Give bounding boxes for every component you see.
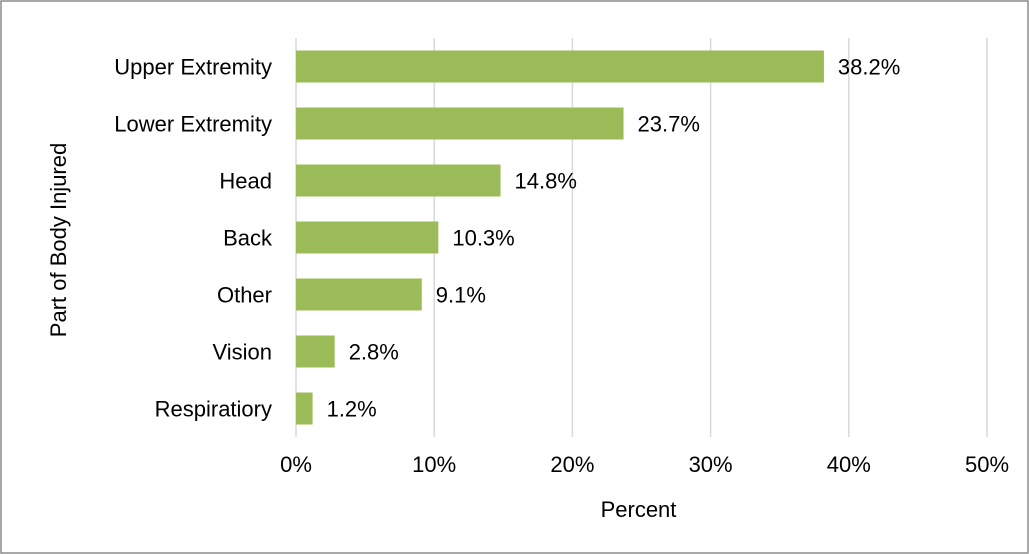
- x-tick-label: 20%: [550, 452, 594, 477]
- data-labels: 38.2% 23.7% 14.8% 10.3% 9.1% 2.8% 1.2%: [327, 55, 901, 422]
- gridlines: [295, 38, 988, 437]
- bar: [296, 278, 422, 311]
- bar: [296, 107, 624, 140]
- bars: [296, 50, 824, 425]
- x-tick-label: 0%: [280, 452, 312, 477]
- bar: [296, 221, 439, 254]
- category-label: Upper Extremity: [114, 55, 272, 80]
- x-tick-label: 50%: [965, 452, 1009, 477]
- x-axis-title: Percent: [601, 497, 677, 522]
- data-label: 2.8%: [349, 340, 399, 365]
- data-label: 10.3%: [452, 226, 514, 251]
- bar: [296, 164, 501, 197]
- category-label: Respiratiory: [155, 397, 272, 422]
- bar: [296, 335, 335, 368]
- bar: [296, 50, 824, 83]
- category-label: Head: [219, 169, 272, 194]
- x-tick-labels: 0% 10% 20% 30% 40% 50%: [280, 452, 1009, 477]
- category-labels: Upper Extremity Lower Extremity Head Back Ot…: [114, 55, 273, 422]
- y-axis-title: Part of Body Injured: [46, 143, 71, 337]
- category-label: Vision: [212, 340, 272, 365]
- data-label: 38.2%: [838, 55, 900, 80]
- data-label: 14.8%: [515, 169, 577, 194]
- bar: [296, 392, 313, 425]
- category-label: Back: [223, 226, 273, 251]
- category-label: Lower Extremity: [114, 112, 272, 137]
- category-label: Other: [217, 283, 272, 308]
- data-label: 9.1%: [436, 283, 486, 308]
- x-tick-label: 40%: [827, 452, 871, 477]
- data-label: 23.7%: [638, 112, 700, 137]
- x-tick-label: 10%: [412, 452, 456, 477]
- data-label: 1.2%: [327, 397, 377, 422]
- x-tick-label: 30%: [689, 452, 733, 477]
